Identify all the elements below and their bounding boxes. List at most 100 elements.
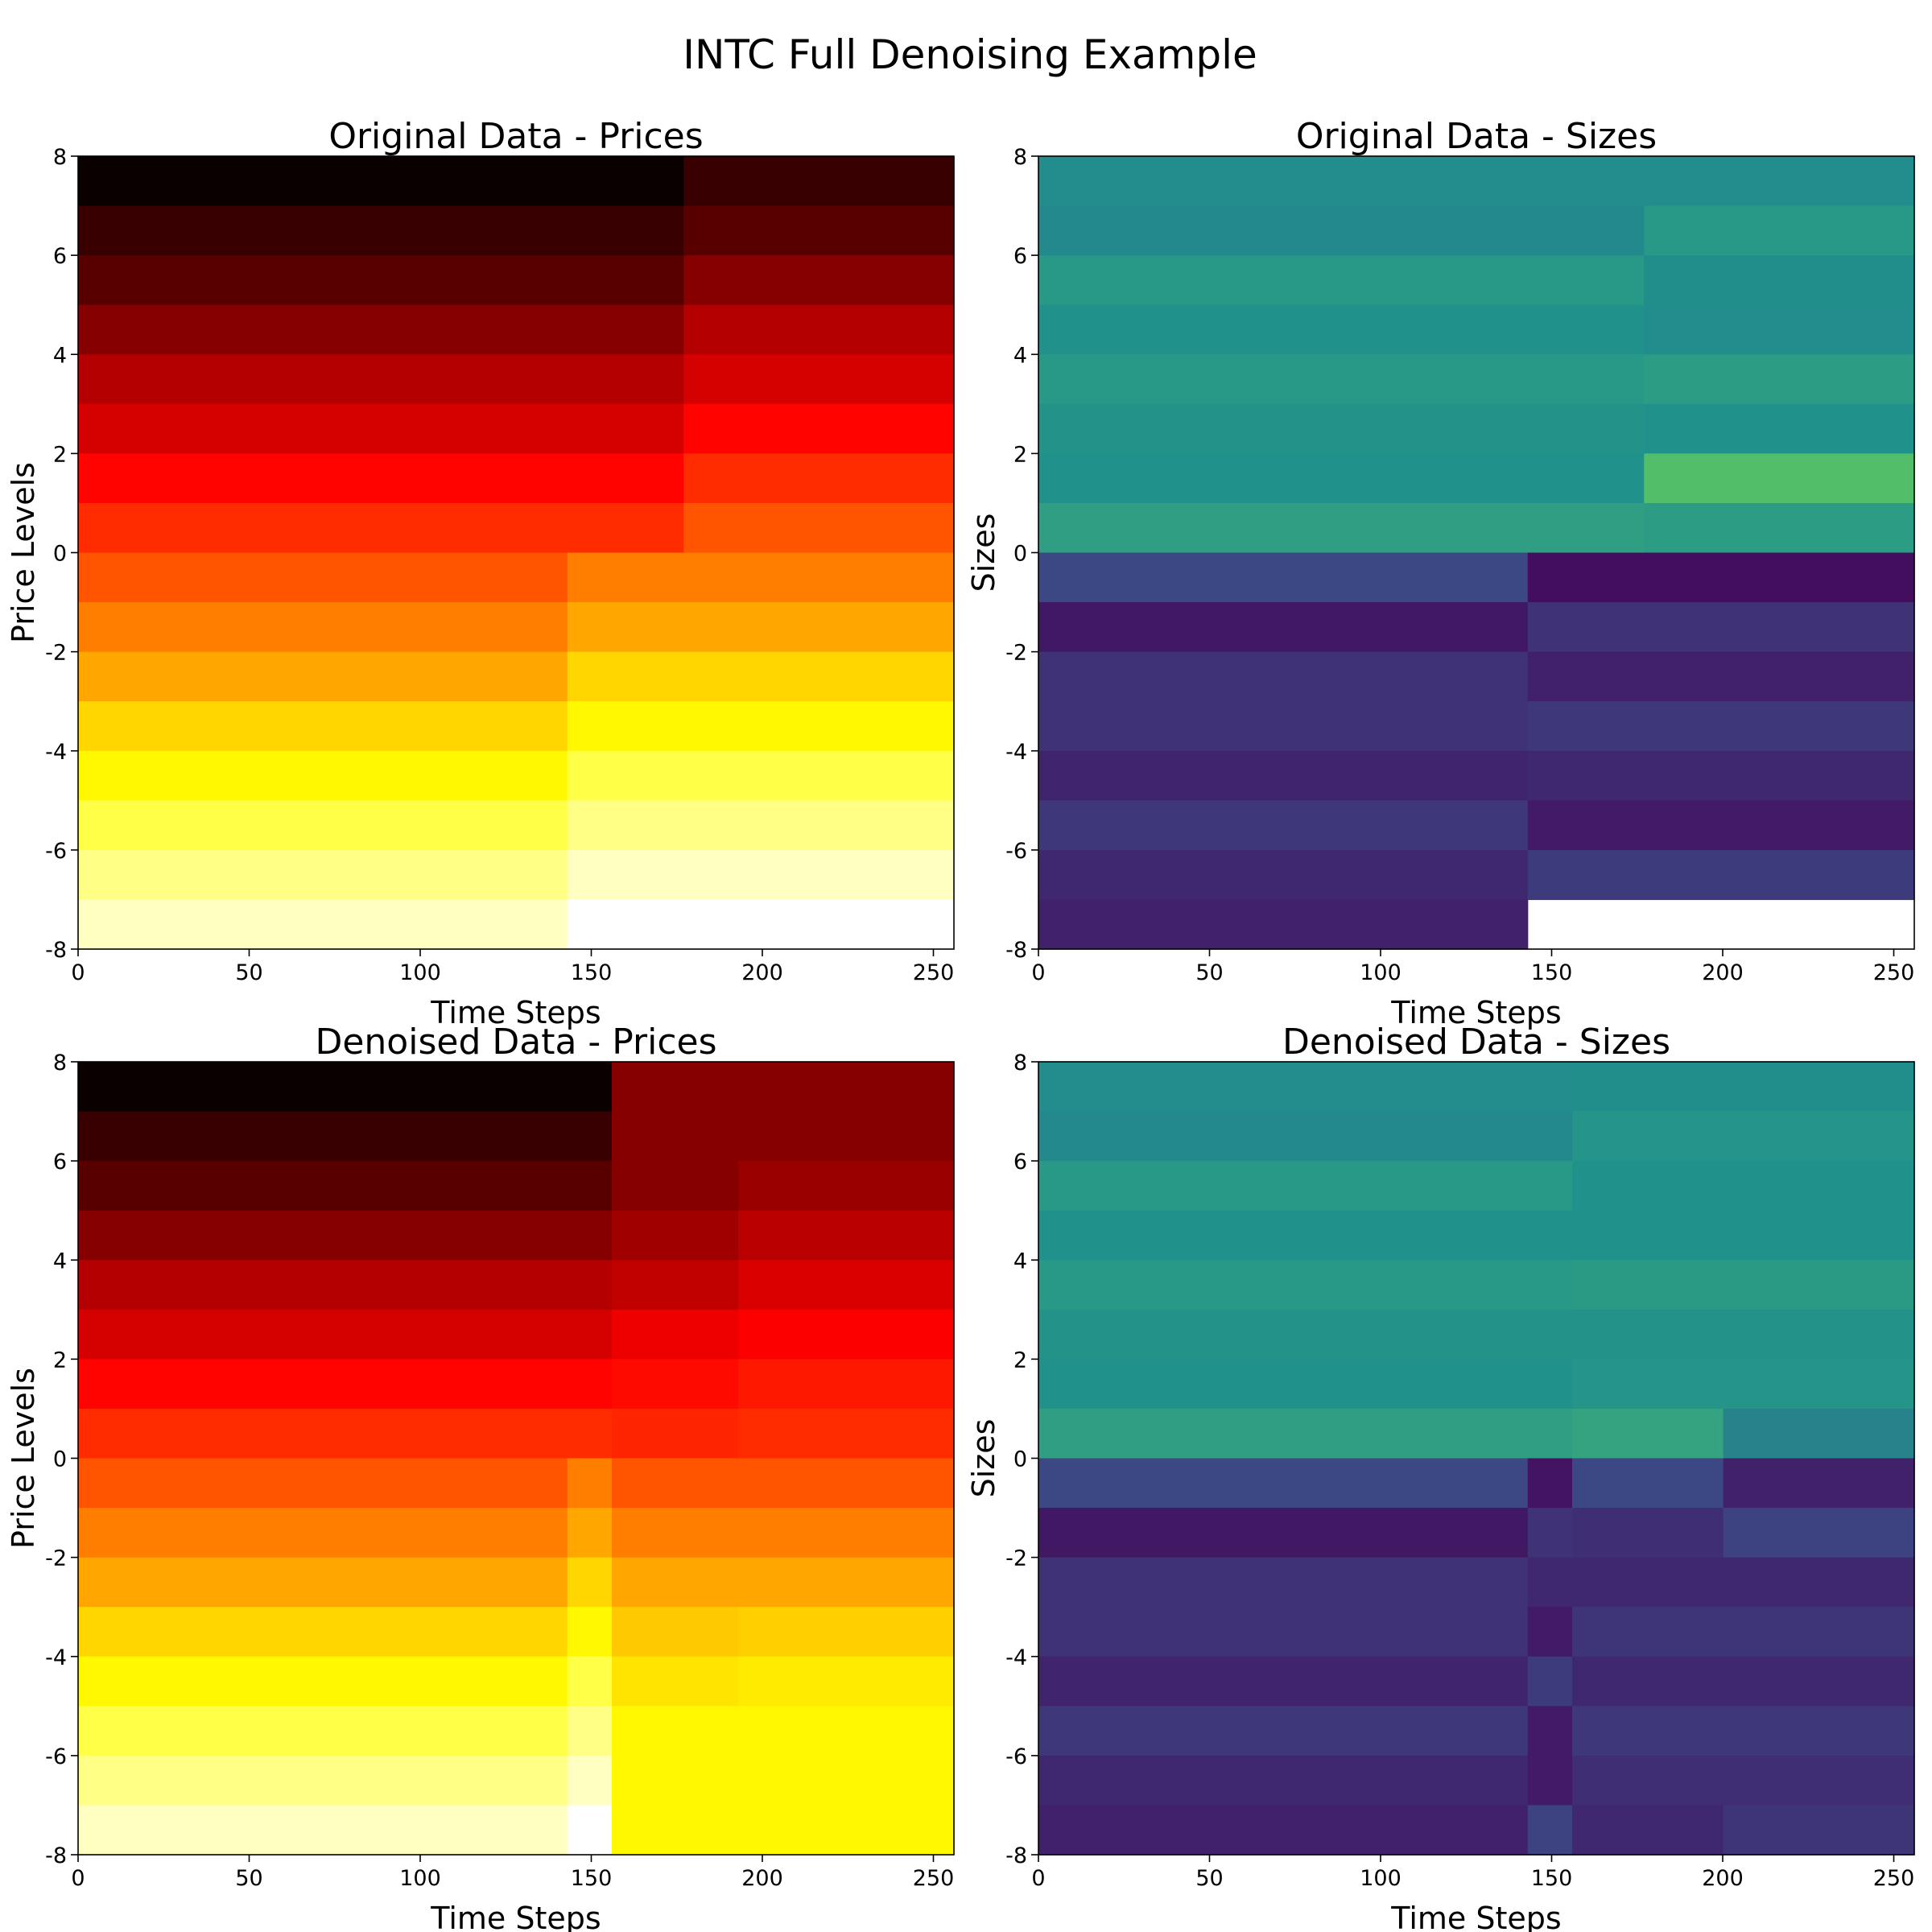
panel-3: 0 50 100 150 200 250 8 6 4 2 0 -2 -4 -6 -8 Denoised Dat… [6,1022,955,1932]
heatmap-cell [567,602,955,653]
heatmap-cell [683,502,955,554]
panel-title: Denoised Data - Sizes [1282,1022,1670,1063]
heatmap-cell [612,1656,739,1707]
heatmap-cell [738,1111,955,1162]
heatmap-cell [1527,552,1915,603]
heatmap-cell [567,1755,613,1806]
heatmap-cell [1038,1359,1573,1410]
x-tick-label: 50 [235,960,262,985]
heatmap-cell [567,1508,613,1558]
x-tick-label: 200 [1702,960,1744,985]
y-tick-label: 4 [1013,343,1027,368]
y-tick-label: 4 [53,343,67,368]
heatmap-cell [78,1805,613,1856]
y-tick-label: -8 [45,938,67,963]
heatmap-cell [738,1706,955,1757]
heatmap-cell [738,1210,955,1261]
heatmap-cell [683,453,955,504]
y-tick-label: 0 [1013,542,1027,567]
panel-1: 0 50 100 150 200 250 8 6 4 2 0 -2 -4 -6 -8 Original Dat… [6,116,955,1030]
x-tick-label: 50 [1195,960,1223,985]
heatmap-cell [1038,255,1645,306]
y-tick-label: 2 [1013,442,1027,467]
y-tick-label: -6 [45,839,67,864]
heatmap-cell [1572,1805,1724,1856]
heatmap-cell [738,1458,955,1509]
heatmap-cell [1038,1557,1573,1608]
y-tick-label: 4 [53,1249,67,1274]
heatmap-cell [1038,1309,1573,1360]
heatmap-cell [78,552,568,603]
y-tick-label: -8 [1005,1843,1027,1868]
y-axis-label: Price Levels [6,1368,41,1549]
heatmap-cell [1572,1458,1724,1509]
heatmap-cell [1644,156,1915,207]
heatmap-cell [78,1210,613,1261]
heatmap-cell [1572,1309,1915,1360]
heatmap-cell [78,354,684,405]
heatmap-cell [78,602,568,653]
heatmap-cell [1038,453,1645,504]
heatmap-cell [78,1161,613,1212]
heatmap-cell [567,651,955,702]
heatmap-cell [1038,1458,1573,1509]
x-tick-label: 250 [1873,1866,1915,1891]
y-tick-label: -6 [1005,1744,1027,1769]
heatmap-cell [683,205,955,256]
heatmap-cell [1038,701,1529,752]
heatmap-cell [612,1062,739,1113]
y-tick-label: 2 [1013,1348,1027,1373]
heatmap-cell [683,156,955,207]
y-tick-label: -8 [1005,938,1027,963]
heatmap-cell [1038,354,1645,405]
heatmap-cell [78,1359,613,1410]
heatmap-cell [738,1062,955,1113]
y-tick-label: 0 [1013,1447,1027,1472]
heatmap-cell [1572,1111,1915,1162]
heatmap-cell [683,304,955,355]
heatmap-cell [612,1508,739,1558]
y-tick-label: -2 [45,641,67,666]
heatmap-cell [1038,1408,1573,1459]
heatmap-cell [1038,899,1529,950]
x-tick-label: 50 [235,1866,262,1891]
heatmap-cell [1527,1805,1573,1856]
x-tick-label: 150 [571,960,613,985]
y-tick-label: 2 [53,1348,67,1373]
x-tick-label: 200 [1702,1866,1744,1891]
heatmap-cell [78,502,684,554]
panel-title: Original Data - Sizes [1296,116,1657,157]
heatmap-cell [1038,502,1645,554]
heatmap-cell [78,1062,613,1113]
heatmap-cells [78,1062,955,1856]
heatmap-cell [1644,205,1915,256]
heatmap-cell [1527,651,1915,702]
heatmap-cell [738,1557,955,1608]
heatmap-cell [567,552,955,603]
heatmap-cell [1572,1706,1915,1757]
heatmap-cell [738,1260,955,1311]
heatmap-cell [78,304,684,355]
heatmap-cell [1527,849,1915,901]
x-tick-label: 100 [399,960,441,985]
heatmap-cell [1572,1161,1915,1212]
heatmap-cell [78,1458,613,1509]
heatmap-cell [78,453,684,504]
heatmap-cell [78,1656,613,1707]
heatmap-cell [78,701,568,752]
panel-4: 0 50 100 150 200 250 8 6 4 2 0 -2 -4 -6 -8 Denoised Dat… [966,1022,1915,1932]
x-tick-label: 0 [1031,960,1045,985]
heatmap-cell [612,1111,739,1162]
heatmap-cell [78,750,568,801]
heatmap-cell [1038,1508,1573,1558]
heatmap-cell [1527,800,1915,851]
heatmap-cell [1572,1210,1915,1261]
heatmap-cell [78,1309,613,1360]
x-tick-label: 150 [1531,960,1573,985]
x-tick-label: 0 [71,1866,85,1891]
heatmap-cell [567,1706,613,1757]
heatmap-cell [567,849,955,901]
heatmap-cell [1038,156,1645,207]
heatmap-cell [1572,1557,1915,1608]
